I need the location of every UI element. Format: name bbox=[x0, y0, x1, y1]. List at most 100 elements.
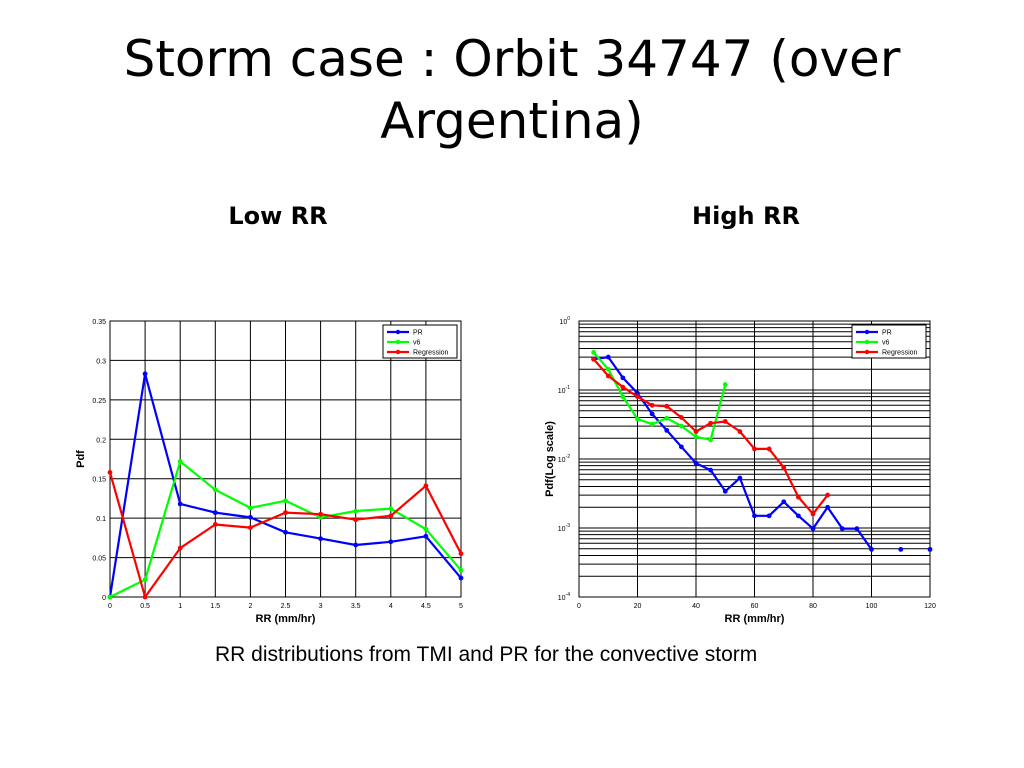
data-point-pr bbox=[605, 354, 611, 360]
x-tick-label: 1 bbox=[178, 603, 182, 610]
data-point-pr bbox=[678, 444, 684, 450]
data-point-regression bbox=[766, 446, 772, 452]
data-point-pr bbox=[927, 546, 933, 552]
y-tick-label: 0.1 bbox=[96, 516, 106, 523]
y-tick-label: 0.25 bbox=[92, 398, 106, 405]
series-line-pr bbox=[593, 356, 873, 551]
data-point-pr bbox=[664, 427, 670, 433]
data-point-v6 bbox=[620, 394, 626, 400]
data-point-pr bbox=[388, 539, 394, 545]
y-tick-label: 100 bbox=[559, 316, 570, 326]
y-tick-base: 10 bbox=[558, 526, 566, 533]
data-point-regression bbox=[649, 402, 655, 408]
data-point-v6 bbox=[708, 437, 714, 443]
data-point-regression bbox=[635, 394, 640, 400]
data-point-regression bbox=[810, 511, 816, 517]
data-point-regression bbox=[605, 373, 611, 379]
data-point-pr bbox=[781, 499, 787, 505]
legend-label-regression: Regression bbox=[882, 350, 918, 357]
x-tick-label: 2.5 bbox=[281, 603, 291, 610]
data-point-pr bbox=[795, 513, 801, 519]
data-point-pr bbox=[693, 460, 699, 466]
axes-frame bbox=[578, 320, 931, 598]
data-point-regression bbox=[781, 465, 787, 471]
y-tick-exponent: -1 bbox=[566, 385, 571, 391]
data-point-v6 bbox=[107, 594, 113, 600]
data-point-pr bbox=[722, 488, 728, 494]
x-tick-label: 0 bbox=[108, 603, 112, 610]
data-point-v6 bbox=[678, 423, 684, 429]
legend-marker-regression bbox=[864, 349, 870, 355]
x-tick-label: 60 bbox=[751, 603, 759, 610]
data-point-regression bbox=[678, 415, 684, 420]
data-point-v6 bbox=[177, 458, 183, 464]
y-tick-exponent: -2 bbox=[566, 454, 571, 460]
y-tick-label: 10-2 bbox=[558, 454, 570, 464]
data-point-pr bbox=[353, 542, 359, 548]
x-axis-label: RR (mm/hr) bbox=[725, 613, 785, 625]
data-point-pr bbox=[898, 546, 904, 552]
data-point-pr bbox=[854, 526, 860, 532]
chart-title-high-rr: High RR bbox=[692, 202, 800, 230]
y-tick-label: 0 bbox=[102, 595, 106, 602]
data-point-pr bbox=[737, 475, 743, 481]
data-point-pr bbox=[423, 533, 429, 539]
data-point-v6 bbox=[248, 505, 253, 511]
x-tick-label: 0.5 bbox=[140, 603, 150, 610]
data-point-pr bbox=[869, 546, 874, 552]
data-point-regression bbox=[591, 356, 597, 362]
legend-marker-pr bbox=[395, 329, 401, 335]
data-point-pr bbox=[839, 526, 845, 532]
y-tick-exponent: 0 bbox=[567, 316, 570, 322]
series-line-v6 bbox=[592, 351, 727, 441]
data-point-regression bbox=[248, 525, 253, 531]
y-tick-label: 10-4 bbox=[558, 592, 570, 602]
y-tick-exponent: -4 bbox=[566, 592, 571, 598]
data-point-pr bbox=[708, 467, 714, 473]
data-point-v6 bbox=[458, 567, 464, 573]
data-point-regression bbox=[283, 510, 288, 516]
data-point-v6 bbox=[693, 434, 699, 440]
y-tick-label: 0.15 bbox=[92, 477, 106, 484]
data-point-regression bbox=[737, 429, 743, 434]
legend-label-regression: Regression bbox=[413, 350, 449, 357]
chart-title-low-rr: Low RR bbox=[228, 202, 328, 230]
x-tick-label: 40 bbox=[692, 603, 700, 610]
x-tick-label: 120 bbox=[924, 603, 936, 610]
x-tick-label: 0 bbox=[577, 603, 581, 610]
slide-caption: RR distributions from TMI and PR for the… bbox=[215, 643, 758, 666]
data-point-v6 bbox=[649, 421, 655, 427]
x-tick-label: 3.5 bbox=[351, 603, 361, 610]
data-point-regression bbox=[752, 446, 757, 452]
y-tick-label: 10-3 bbox=[558, 523, 570, 533]
y-axis-label: Pdf(Log scale) bbox=[544, 421, 556, 497]
data-point-regression bbox=[142, 594, 148, 600]
legend-marker-v6 bbox=[395, 339, 401, 345]
y-tick-label: 0.2 bbox=[96, 437, 106, 444]
data-point-regression bbox=[212, 522, 218, 527]
data-point-v6 bbox=[605, 366, 611, 372]
data-point-pr bbox=[649, 411, 655, 417]
x-tick-label: 4 bbox=[389, 603, 393, 610]
data-point-regression bbox=[722, 419, 728, 424]
legend-label-v6: v6 bbox=[413, 340, 421, 347]
x-tick-label: 20 bbox=[634, 603, 642, 610]
data-point-pr bbox=[318, 536, 323, 542]
data-point-regression bbox=[664, 403, 670, 409]
y-tick-label: 0.3 bbox=[96, 358, 106, 365]
x-tick-label: 4.5 bbox=[421, 603, 431, 610]
data-point-pr bbox=[458, 575, 464, 581]
x-tick-label: 100 bbox=[866, 603, 878, 610]
data-point-v6 bbox=[635, 416, 640, 422]
data-point-pr bbox=[283, 529, 288, 535]
data-point-v6 bbox=[283, 498, 288, 504]
legend-marker-regression bbox=[395, 349, 401, 355]
data-point-regression bbox=[693, 429, 699, 434]
data-point-regression bbox=[388, 513, 394, 519]
data-point-pr bbox=[766, 513, 772, 519]
slide-title: Storm case : Orbit 34747 (over Argentina… bbox=[123, 30, 901, 150]
data-point-pr bbox=[142, 371, 148, 377]
data-point-v6 bbox=[353, 508, 359, 514]
